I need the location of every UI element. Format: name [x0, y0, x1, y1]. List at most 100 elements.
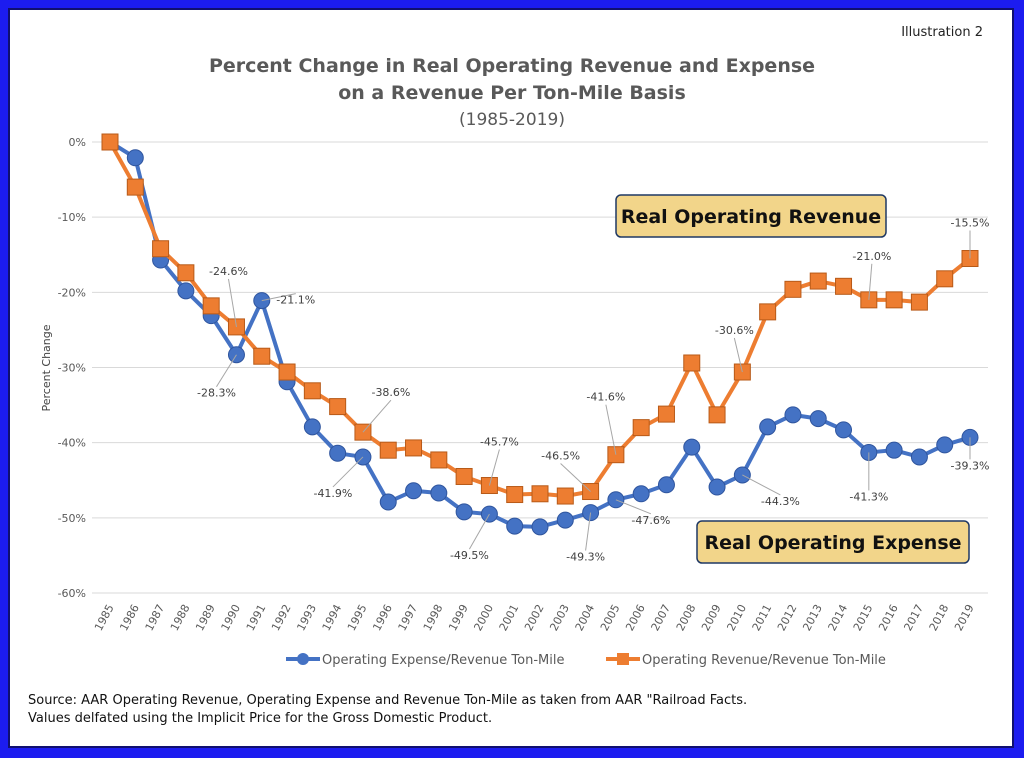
data-point — [455, 503, 473, 521]
leader-line — [560, 463, 591, 492]
data-point — [632, 485, 650, 503]
x-tick-label: 2009 — [699, 602, 724, 633]
x-tick-label: 1990 — [218, 602, 243, 633]
x-tick-label: 2016 — [876, 602, 901, 633]
x-tick-label: 2002 — [522, 602, 547, 633]
data-label: -30.6% — [715, 324, 754, 337]
data-point — [506, 486, 524, 504]
legend-marker — [617, 653, 629, 665]
data-point — [379, 493, 397, 511]
data-point — [430, 451, 448, 469]
leader-line — [742, 474, 781, 496]
data-point — [809, 272, 827, 290]
x-tick-label: 1997 — [396, 602, 421, 633]
x-tick-label: 1998 — [421, 602, 446, 633]
data-point — [885, 441, 903, 459]
data-point — [683, 438, 701, 456]
x-tick-label: 1995 — [345, 602, 370, 633]
data-label: -28.3% — [197, 387, 236, 400]
x-tick-label: 1996 — [370, 602, 395, 633]
x-tick-label: 1992 — [269, 602, 294, 633]
x-tick-label: 2014 — [826, 602, 851, 633]
data-point — [759, 303, 777, 321]
x-tick-label: 2004 — [573, 602, 598, 633]
data-label: -41.3% — [849, 490, 888, 503]
data-label: -45.7% — [480, 436, 519, 449]
data-label: -39.3% — [951, 459, 990, 472]
chart-frame — [8, 8, 1014, 748]
data-label: -38.6% — [371, 386, 410, 399]
illustration-label: Illustration 2 — [901, 25, 983, 40]
data-point — [556, 487, 574, 505]
x-tick-label: 1985 — [92, 602, 117, 633]
x-tick-label: 2011 — [750, 602, 775, 633]
series-revenue — [101, 133, 979, 505]
data-point — [708, 478, 726, 496]
data-point — [177, 264, 195, 282]
x-tick-label: 2007 — [648, 602, 673, 633]
leader-line — [488, 449, 500, 486]
leader-line — [733, 337, 743, 373]
legend-item: Operating Expense/Revenue Ton-Mile — [286, 653, 564, 668]
data-label: -49.5% — [450, 549, 489, 562]
data-point — [303, 418, 321, 436]
x-tick-label: 1994 — [320, 602, 345, 633]
data-point — [885, 291, 903, 309]
x-tick-label: 2006 — [623, 602, 648, 633]
data-point — [126, 149, 144, 167]
source-line-2: Values delfated using the Implicit Price… — [28, 711, 492, 726]
x-tick-label: 1987 — [143, 602, 168, 633]
y-axis-label: Percent Change — [40, 324, 53, 411]
data-point — [253, 347, 271, 365]
data-label: -15.5% — [951, 217, 990, 230]
x-tick-label: 1999 — [446, 602, 471, 633]
y-tick-label: -40% — [58, 437, 86, 450]
leader-line — [261, 293, 296, 302]
data-label: -49.3% — [566, 551, 605, 564]
x-tick-label: 2017 — [901, 602, 926, 633]
data-point — [379, 441, 397, 459]
data-point — [657, 405, 675, 423]
data-point — [809, 410, 827, 428]
data-point — [177, 282, 195, 300]
data-point — [835, 277, 853, 295]
data-label: -24.6% — [209, 265, 248, 278]
data-label: -47.6% — [631, 514, 670, 527]
x-tick-label: 2010 — [724, 602, 749, 633]
legend-label: Operating Revenue/Revenue Ton-Mile — [642, 653, 886, 668]
x-tick-label: 2003 — [547, 602, 572, 633]
annotation-text: Real Operating Revenue — [621, 206, 881, 228]
leader-line — [216, 354, 237, 387]
legend-label: Operating Expense/Revenue Ton-Mile — [322, 653, 564, 668]
x-tick-label: 1988 — [168, 602, 193, 633]
y-tick-label: 0% — [69, 136, 86, 149]
x-tick-label: 2008 — [674, 602, 699, 633]
x-tick-label: 2019 — [952, 602, 977, 633]
chart-subtitle: (1985-2019) — [459, 110, 565, 130]
leader-line — [585, 512, 592, 551]
data-point — [278, 363, 296, 381]
data-point — [910, 448, 928, 466]
data-label: -41.9% — [313, 487, 352, 500]
data-point — [101, 133, 119, 151]
legend-item: Operating Revenue/Revenue Ton-Mile — [606, 653, 886, 668]
x-tick-label: 2015 — [851, 602, 876, 633]
x-tick-label: 1986 — [117, 602, 142, 633]
data-point — [329, 444, 347, 462]
data-point — [784, 406, 802, 424]
data-point — [708, 406, 726, 424]
chart-title-line2: on a Revenue Per Ton-Mile Basis — [338, 82, 686, 104]
data-label: -46.5% — [541, 450, 580, 463]
leader-line — [868, 263, 873, 300]
x-tick-label: 1989 — [193, 602, 218, 633]
leader-line — [468, 513, 490, 550]
data-point — [531, 485, 549, 503]
data-point — [910, 293, 928, 311]
x-tick-label: 2000 — [471, 602, 496, 633]
data-point — [303, 382, 321, 400]
source-line-1: Source: AAR Operating Revenue, Operating… — [28, 693, 747, 708]
data-point — [405, 439, 423, 457]
data-point — [152, 240, 170, 258]
data-point — [430, 484, 448, 502]
